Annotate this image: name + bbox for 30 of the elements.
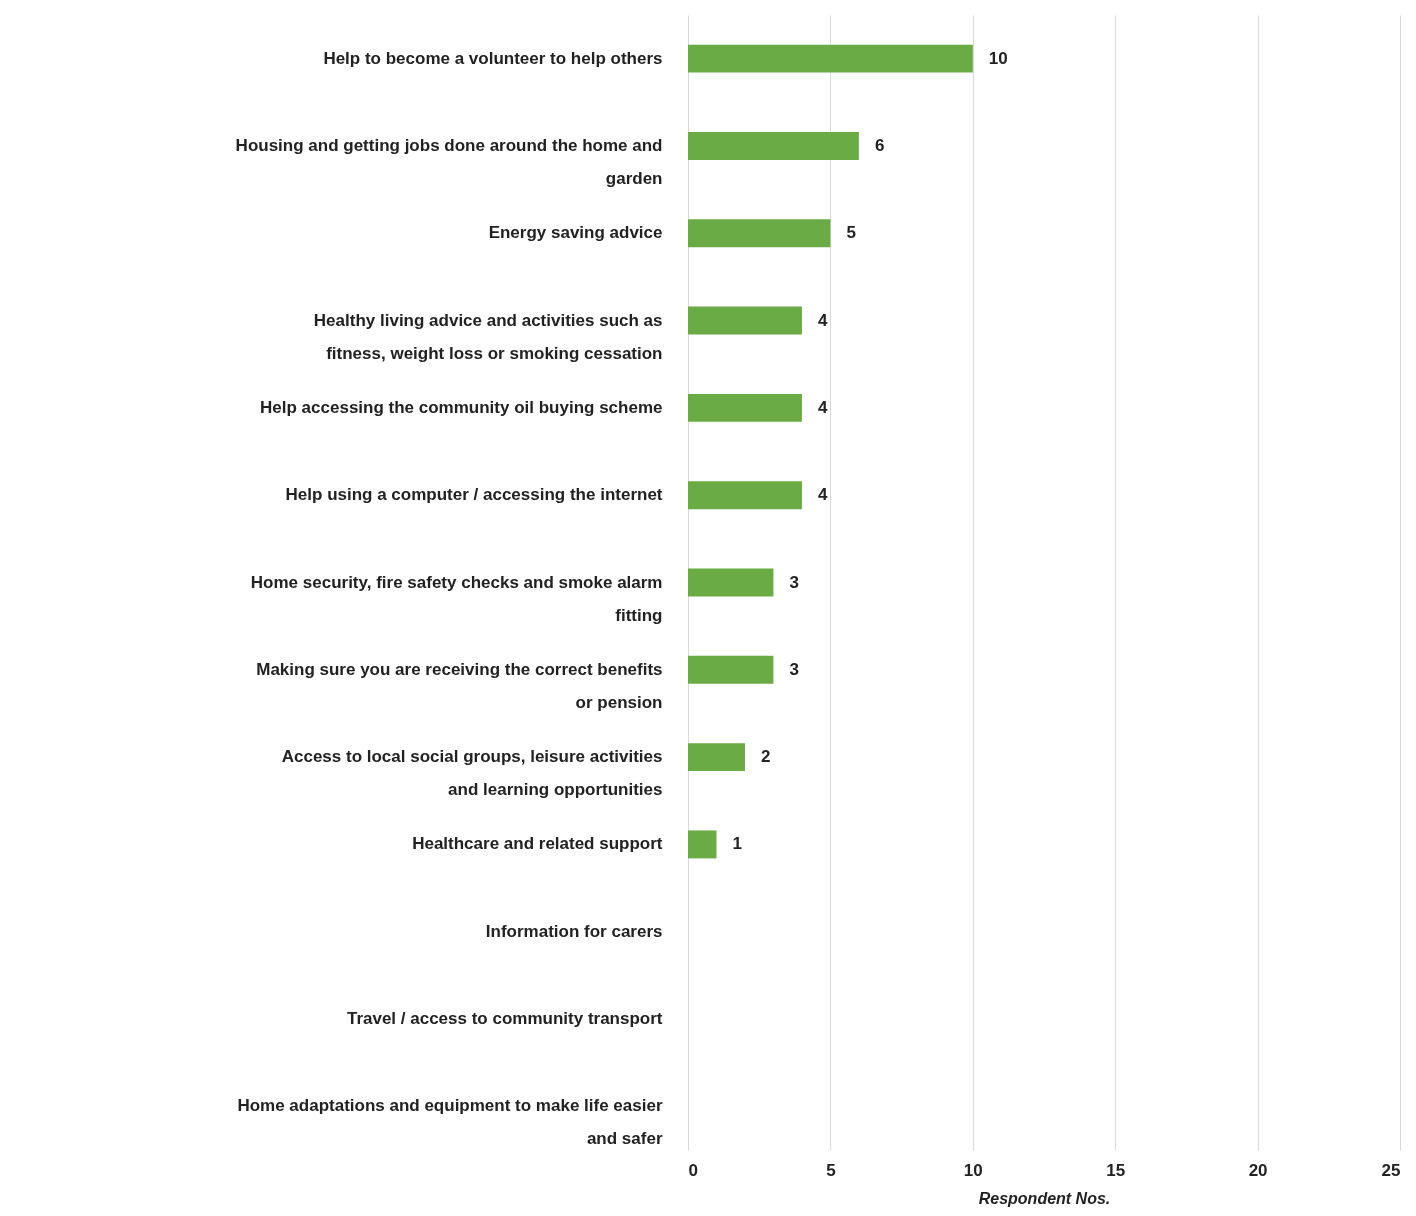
data-label: 4 (817, 397, 828, 417)
y-tick-label: Help accessing the community oil buying scheme (260, 397, 663, 417)
y-tick-label: Travel / access to community transport (346, 1009, 663, 1029)
data-label: 5 (846, 223, 856, 243)
x-tick-label: 25 (1381, 1160, 1401, 1180)
data-label: 4 (817, 310, 828, 330)
x-axis-title: Respondent Nos. (978, 1189, 1111, 1207)
y-tick-label: Help to become a volunteer to help others (323, 48, 663, 68)
data-label: 6 (874, 135, 885, 155)
data-label: 10 (988, 48, 1008, 68)
y-tick-label: Information for carers (485, 921, 663, 941)
y-tick-label: Energy saving advice (488, 223, 663, 243)
y-tick-label: Home security, fire safety checks and smoke alarm fitting (250, 572, 663, 625)
x-tick-label: 5 (826, 1160, 836, 1180)
y-tick-label: Healthcare and related support (412, 834, 663, 854)
y-tick-label: Making sure you are receiving the correct benefits or pension (256, 659, 663, 712)
x-tick-label: 10 (963, 1160, 983, 1180)
data-label: 2 (760, 747, 771, 767)
data-label: 3 (789, 659, 799, 679)
x-tick-label: 0 (688, 1160, 698, 1180)
data-label: 1 (732, 834, 742, 854)
y-tick-label: Access to local social groups, leisure activities and learning opportunities (281, 747, 663, 800)
y-tick-label: Home adaptations and equipment to make life easier and safer (237, 1096, 663, 1149)
data-label: 4 (817, 485, 828, 505)
y-tick-label: Healthy living advice and activities such as fitness, weight loss or smoking cessation (313, 310, 663, 363)
x-tick-label: 20 (1248, 1160, 1268, 1180)
y-tick-label: Housing and getting jobs done around the home and garden (235, 135, 663, 188)
x-tick-label: 15 (1106, 1160, 1126, 1180)
y-tick-label: Help using a computer / accessing the internet (285, 485, 663, 505)
data-label: 3 (789, 572, 799, 592)
